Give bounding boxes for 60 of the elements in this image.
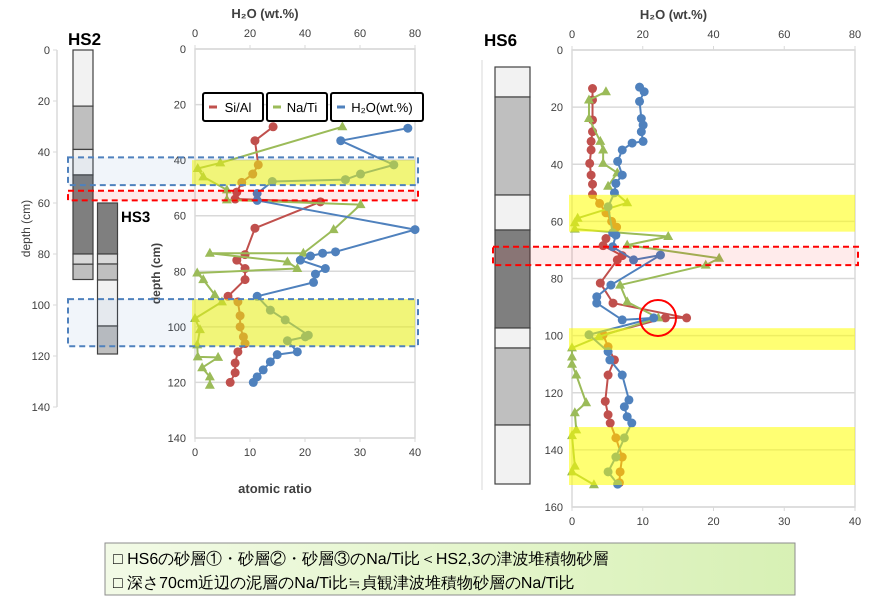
y-tick-label: 140 — [32, 402, 50, 414]
y-tick-label: 80 — [38, 249, 50, 261]
y-tick-label: 140 — [544, 444, 563, 457]
y-tick-label: 0 — [556, 45, 563, 57]
x2-axis-title: H₂O (wt.%) — [640, 7, 708, 22]
x-tick-label: 10 — [636, 516, 649, 528]
y-tick-label: 80 — [550, 274, 563, 286]
x2-axis-title: H₂O (wt.%) — [231, 6, 299, 21]
y-axis-title: depth (cm) — [19, 200, 33, 258]
y-tick-label: 20 — [38, 96, 50, 108]
x-tick-label: 20 — [298, 447, 312, 459]
text: HS3 — [121, 209, 150, 226]
y-tick-label: 100 — [32, 300, 50, 312]
y-tick-label: 20 — [174, 100, 186, 112]
y-tick-label: 60 — [174, 210, 186, 223]
x2-tick-label: 20 — [636, 29, 649, 41]
x2-tick-label: 20 — [244, 28, 256, 40]
x-tick-label: 30 — [778, 516, 790, 528]
x-tick-label: 10 — [244, 447, 256, 459]
y-tick-label: 100 — [168, 322, 186, 334]
text: HS2 — [68, 30, 102, 49]
x-tick-label: 30 — [354, 447, 366, 459]
y-tick-label: 120 — [32, 351, 50, 363]
text: □ HS6の砂層①・砂層②・砂層③のNa/Ti比＜HS2,3の津波堆積物砂層 — [113, 550, 608, 568]
y-tick-label: 20 — [550, 102, 563, 114]
y-tick-label: 100 — [544, 330, 563, 343]
y-tick-label: 80 — [174, 266, 186, 278]
y-tick-label: 40 — [550, 159, 563, 172]
x2-tick-label: 0 — [568, 29, 576, 41]
y-axis-title: depth (cm) — [149, 242, 163, 304]
legend-item: H₂O(wt.%) — [330, 92, 424, 122]
legend-label: Si/Al — [224, 100, 252, 115]
y-tick-label: 140 — [168, 433, 186, 445]
x-tick-label: 0 — [568, 516, 576, 528]
x2-tick-label: 80 — [848, 29, 862, 41]
legend-item: Na/Ti — [266, 92, 328, 122]
text: □ 深さ70cm近辺の泥層のNa/Ti比≒貞観津波堆積物砂層のNa/Ti比 — [113, 574, 574, 592]
x-tick-label: 40 — [408, 447, 422, 459]
y-tick-label: 0 — [44, 45, 50, 57]
x2-tick-label: 60 — [354, 28, 366, 40]
y-tick-label: 160 — [544, 502, 563, 514]
x2-tick-label: 0 — [192, 28, 198, 40]
y-tick-label: 120 — [544, 388, 563, 400]
y-tick-label: 60 — [38, 198, 50, 210]
y-tick-label: 120 — [168, 377, 186, 390]
text: HS6 — [484, 31, 518, 50]
x2-tick-label: 40 — [707, 29, 720, 41]
legend-label: Na/Ti — [286, 100, 318, 115]
x2-tick-label: 80 — [408, 28, 422, 40]
y-tick-label: 60 — [550, 216, 563, 228]
x-axis-title: atomic ratio — [238, 481, 312, 496]
y-tick-label: 40 — [38, 147, 50, 159]
x2-tick-label: 40 — [298, 28, 312, 40]
legend-item: Si/Al — [202, 92, 264, 122]
x-tick-label: 20 — [707, 516, 720, 528]
legend-label: H₂O(wt.%) — [351, 100, 413, 115]
y-tick-label: 0 — [180, 44, 186, 56]
x-tick-label: 0 — [192, 447, 198, 459]
x-tick-label: 40 — [848, 516, 862, 528]
x2-tick-label: 60 — [778, 29, 790, 41]
